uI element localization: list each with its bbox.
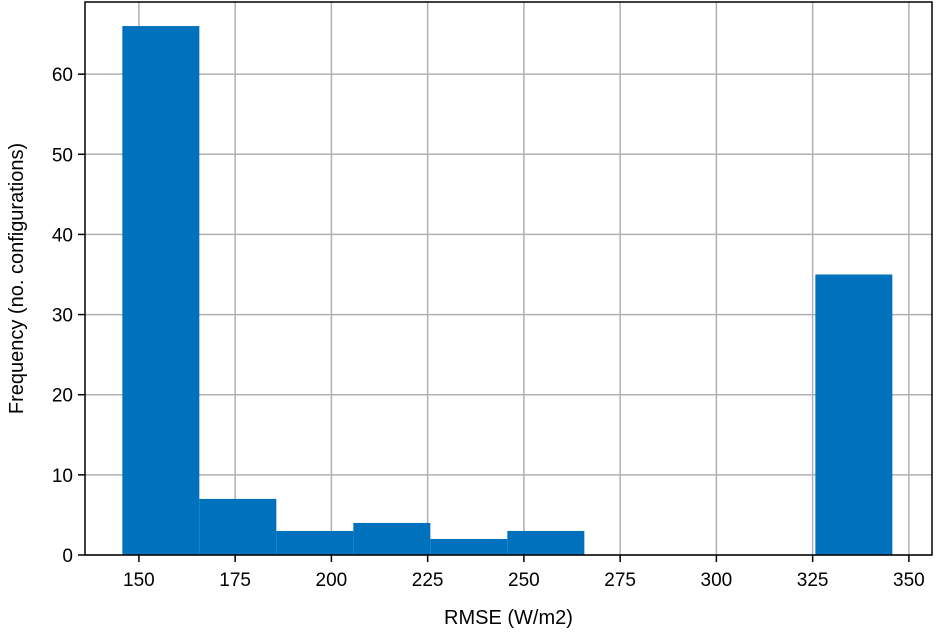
histogram-bar [815, 274, 893, 555]
y-axis-ticks: 0 10 20 30 40 50 60 [52, 65, 85, 567]
x-axis-ticks: 150 175 200 225 250 275 300 325 350 [123, 555, 925, 591]
histogram-bar [276, 530, 354, 555]
histogram-bar [122, 26, 200, 556]
x-tick-label: 175 [219, 570, 251, 591]
x-tick-label: 250 [508, 570, 540, 591]
histogram-bar [430, 538, 508, 555]
histogram-bar [199, 498, 277, 555]
y-tick-label: 20 [52, 386, 73, 407]
y-tick-label: 50 [52, 145, 73, 166]
x-axis-label: RMSE (W/m2) [444, 607, 573, 629]
x-tick-label: 200 [316, 570, 348, 591]
plot-frame [84, 1, 933, 556]
histogram-bar [353, 522, 431, 555]
histogram-bar [507, 530, 585, 555]
grid-lines [85, 2, 932, 556]
y-tick-label: 60 [52, 65, 73, 86]
y-tick-label: 0 [62, 546, 73, 567]
x-tick-label: 300 [701, 570, 733, 591]
y-tick-label: 10 [52, 466, 73, 487]
x-tick-label: 150 [123, 570, 155, 591]
x-tick-label: 275 [604, 570, 636, 591]
y-axis-label: Frequency (no. configurations) [6, 143, 28, 414]
x-tick-label: 350 [893, 570, 925, 591]
y-tick-label: 30 [52, 306, 73, 327]
x-tick-label: 325 [797, 570, 829, 591]
histogram-bars [122, 26, 893, 556]
x-tick-label: 225 [412, 570, 444, 591]
y-tick-label: 40 [52, 225, 73, 246]
